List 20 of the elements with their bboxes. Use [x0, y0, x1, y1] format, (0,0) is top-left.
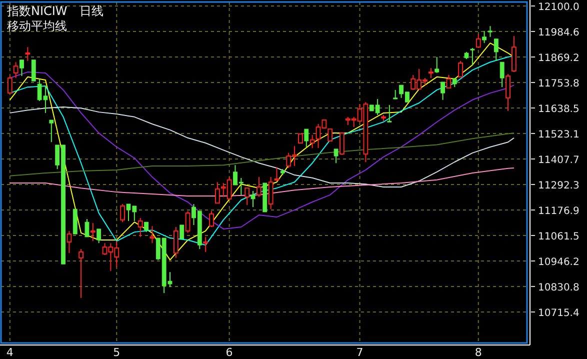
x-tick-label: 8 — [474, 346, 482, 359]
y-tick-label: 12100.0 — [538, 2, 580, 13]
y-tick-label: 11061.5 — [538, 231, 580, 242]
y-tick-label: 10830.8 — [538, 282, 580, 294]
y-tick-label: 10946.2 — [538, 256, 580, 268]
y-tick-label: 11292.3 — [538, 180, 580, 192]
y-tick-label: 11984.6 — [538, 27, 580, 38]
y-tick-label: 11407.7 — [538, 154, 580, 166]
y-tick-label: 10715.4 — [538, 308, 580, 319]
x-tick-label: 4 — [6, 346, 14, 359]
y-tick-label: 11753.8 — [538, 78, 580, 90]
y-tick-label: 11638.5 — [538, 104, 580, 115]
x-tick-label: 6 — [226, 346, 233, 359]
y-tick-label: 11523.1 — [538, 129, 580, 140]
y-tick-label: 11176.9 — [538, 206, 580, 217]
x-tick-label: 7 — [356, 346, 364, 359]
subtitle: 移动平均线 — [7, 19, 67, 33]
title: 指数NICIW 日线 — [7, 4, 104, 18]
y-tick-label: 11869.2 — [538, 52, 580, 64]
x-tick-label: 5 — [113, 346, 120, 359]
